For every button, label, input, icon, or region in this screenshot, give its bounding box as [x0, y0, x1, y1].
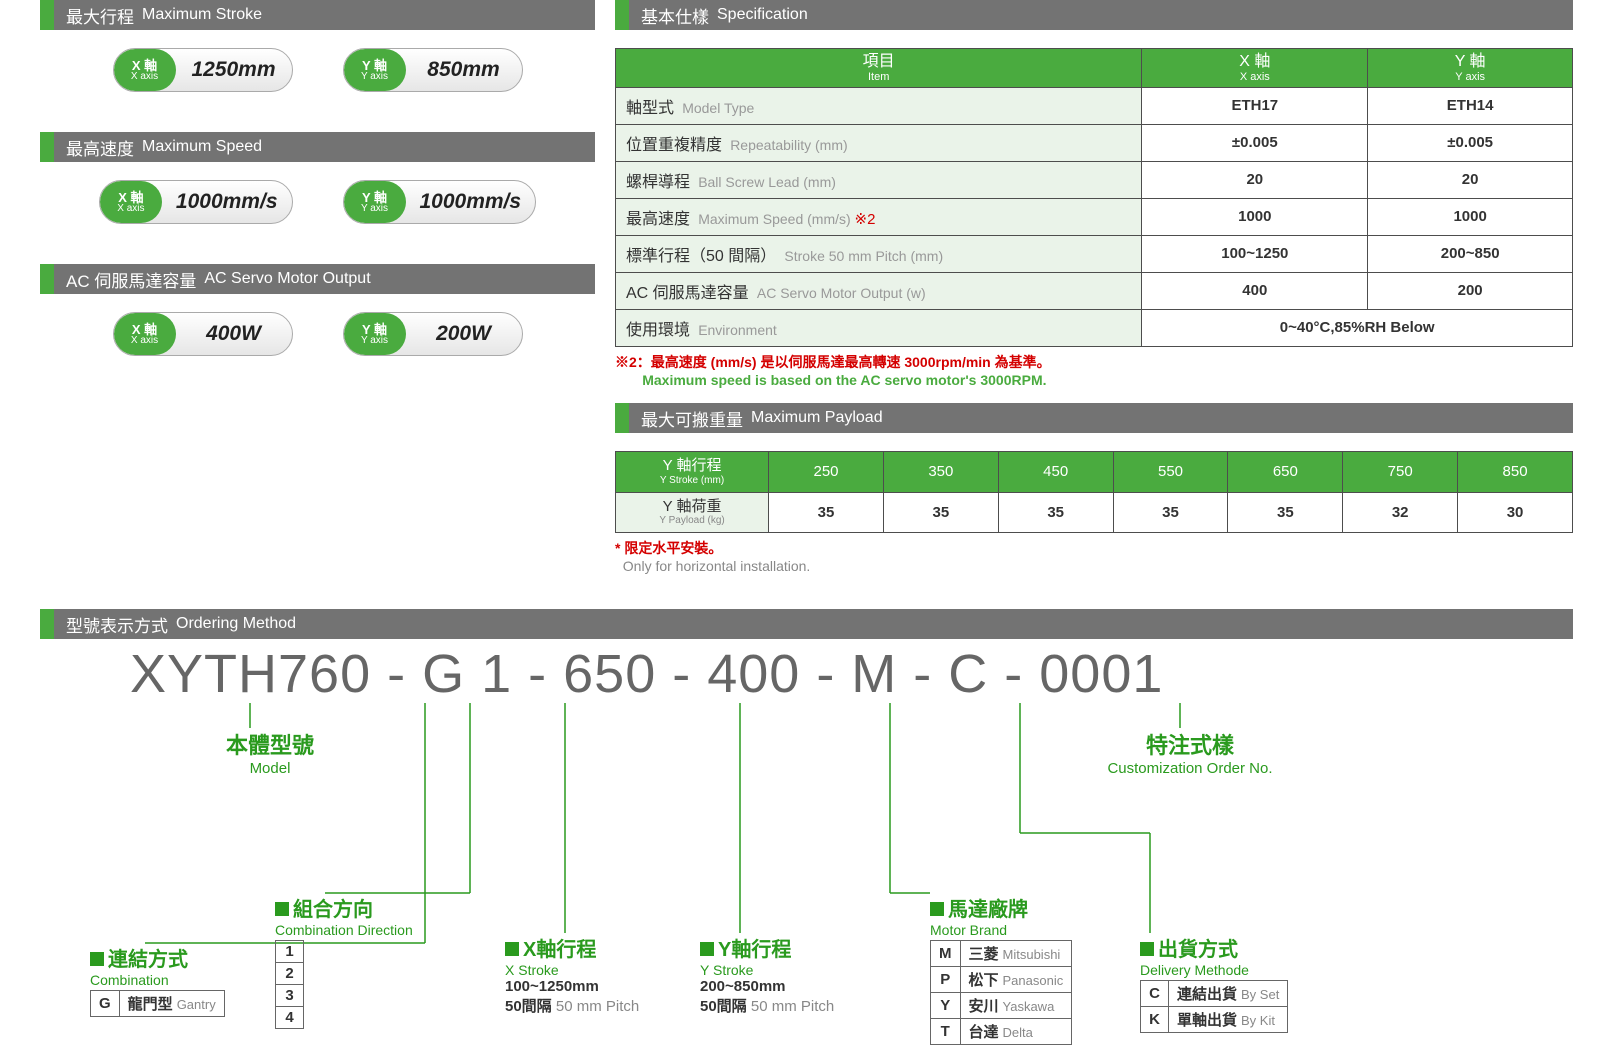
spec-pill: X 軸X axis400W — [113, 312, 293, 356]
section-header: AC 伺服馬達容量AC Servo Motor Output — [40, 264, 595, 294]
spec-header: 基本仕樣 Specification — [615, 0, 1573, 30]
callout-direction: 組合方向 Combination Direction 1234 — [275, 893, 413, 1029]
spec-header-en: Specification — [717, 6, 808, 24]
order-diagram: XYTH760 - G 1 - 650 - 400 - M - C - 0001 — [60, 643, 1553, 1043]
spec-header-zh: 基本仕樣 — [641, 3, 709, 28]
spec-table: 項目ItemX 軸X axisY 軸Y axis軸型式 Model TypeET… — [615, 48, 1573, 347]
order-header: 型號表示方式 Ordering Method — [40, 609, 1573, 639]
order-header-zh: 型號表示方式 — [66, 612, 168, 637]
callout-xstroke: X軸行程 X Stroke 100~1250mm 50間隔 50 mm Pitc… — [505, 933, 639, 1016]
payload-header-en: Maximum Payload — [751, 409, 883, 427]
order-header-en: Ordering Method — [176, 615, 296, 633]
callout-ystroke: Y軸行程 Y Stroke 200~850mm 50間隔 50 mm Pitch — [700, 933, 834, 1016]
callout-combination: 連結方式 Combination G龍門型Gantry — [90, 943, 225, 1017]
section-header: 最高速度Maximum Speed — [40, 132, 595, 162]
callout-motor: 馬達廠牌 Motor Brand M三菱MitsubishiP松下Panason… — [930, 893, 1072, 1045]
spec-pill: X 軸X axis1000mm/s — [99, 180, 293, 224]
section-header: 最大行程Maximum Stroke — [40, 0, 595, 30]
spec-pill: Y 軸Y axis1000mm/s — [343, 180, 537, 224]
left-column: 最大行程Maximum Stroke X 軸X axis1250mm Y 軸Y ax… — [40, 0, 595, 589]
payload-table: Y 軸行程Y Stroke (mm)250350450550650750850Y… — [615, 451, 1573, 533]
callout-delivery: 出貨方式 Delivery Methode C連結出貨By SetK單軸出貨By… — [1140, 933, 1288, 1033]
payload-header-zh: 最大可搬重量 — [641, 406, 743, 431]
right-column: 基本仕樣 Specification 項目ItemX 軸X axisY 軸Y a… — [615, 0, 1573, 589]
spec-pill: Y 軸Y axis850mm — [343, 48, 523, 92]
spec-pill: X 軸X axis1250mm — [113, 48, 293, 92]
callout-custom: 特注式樣 Customization Order No. — [1040, 728, 1340, 777]
order-code: XYTH760 - G 1 - 650 - 400 - M - C - 0001 — [130, 643, 1163, 705]
callout-model: 本體型號 Model — [160, 728, 380, 777]
spec-footnote: ※2：最高速度 (mm/s) 是以伺服馬達最高轉速 3000rpm/min 為基… — [615, 353, 1573, 389]
payload-footnote: * 限定水平安裝。 Only for horizontal installati… — [615, 539, 1573, 575]
payload-header: 最大可搬重量 Maximum Payload — [615, 403, 1573, 433]
spec-pill: Y 軸Y axis200W — [343, 312, 523, 356]
